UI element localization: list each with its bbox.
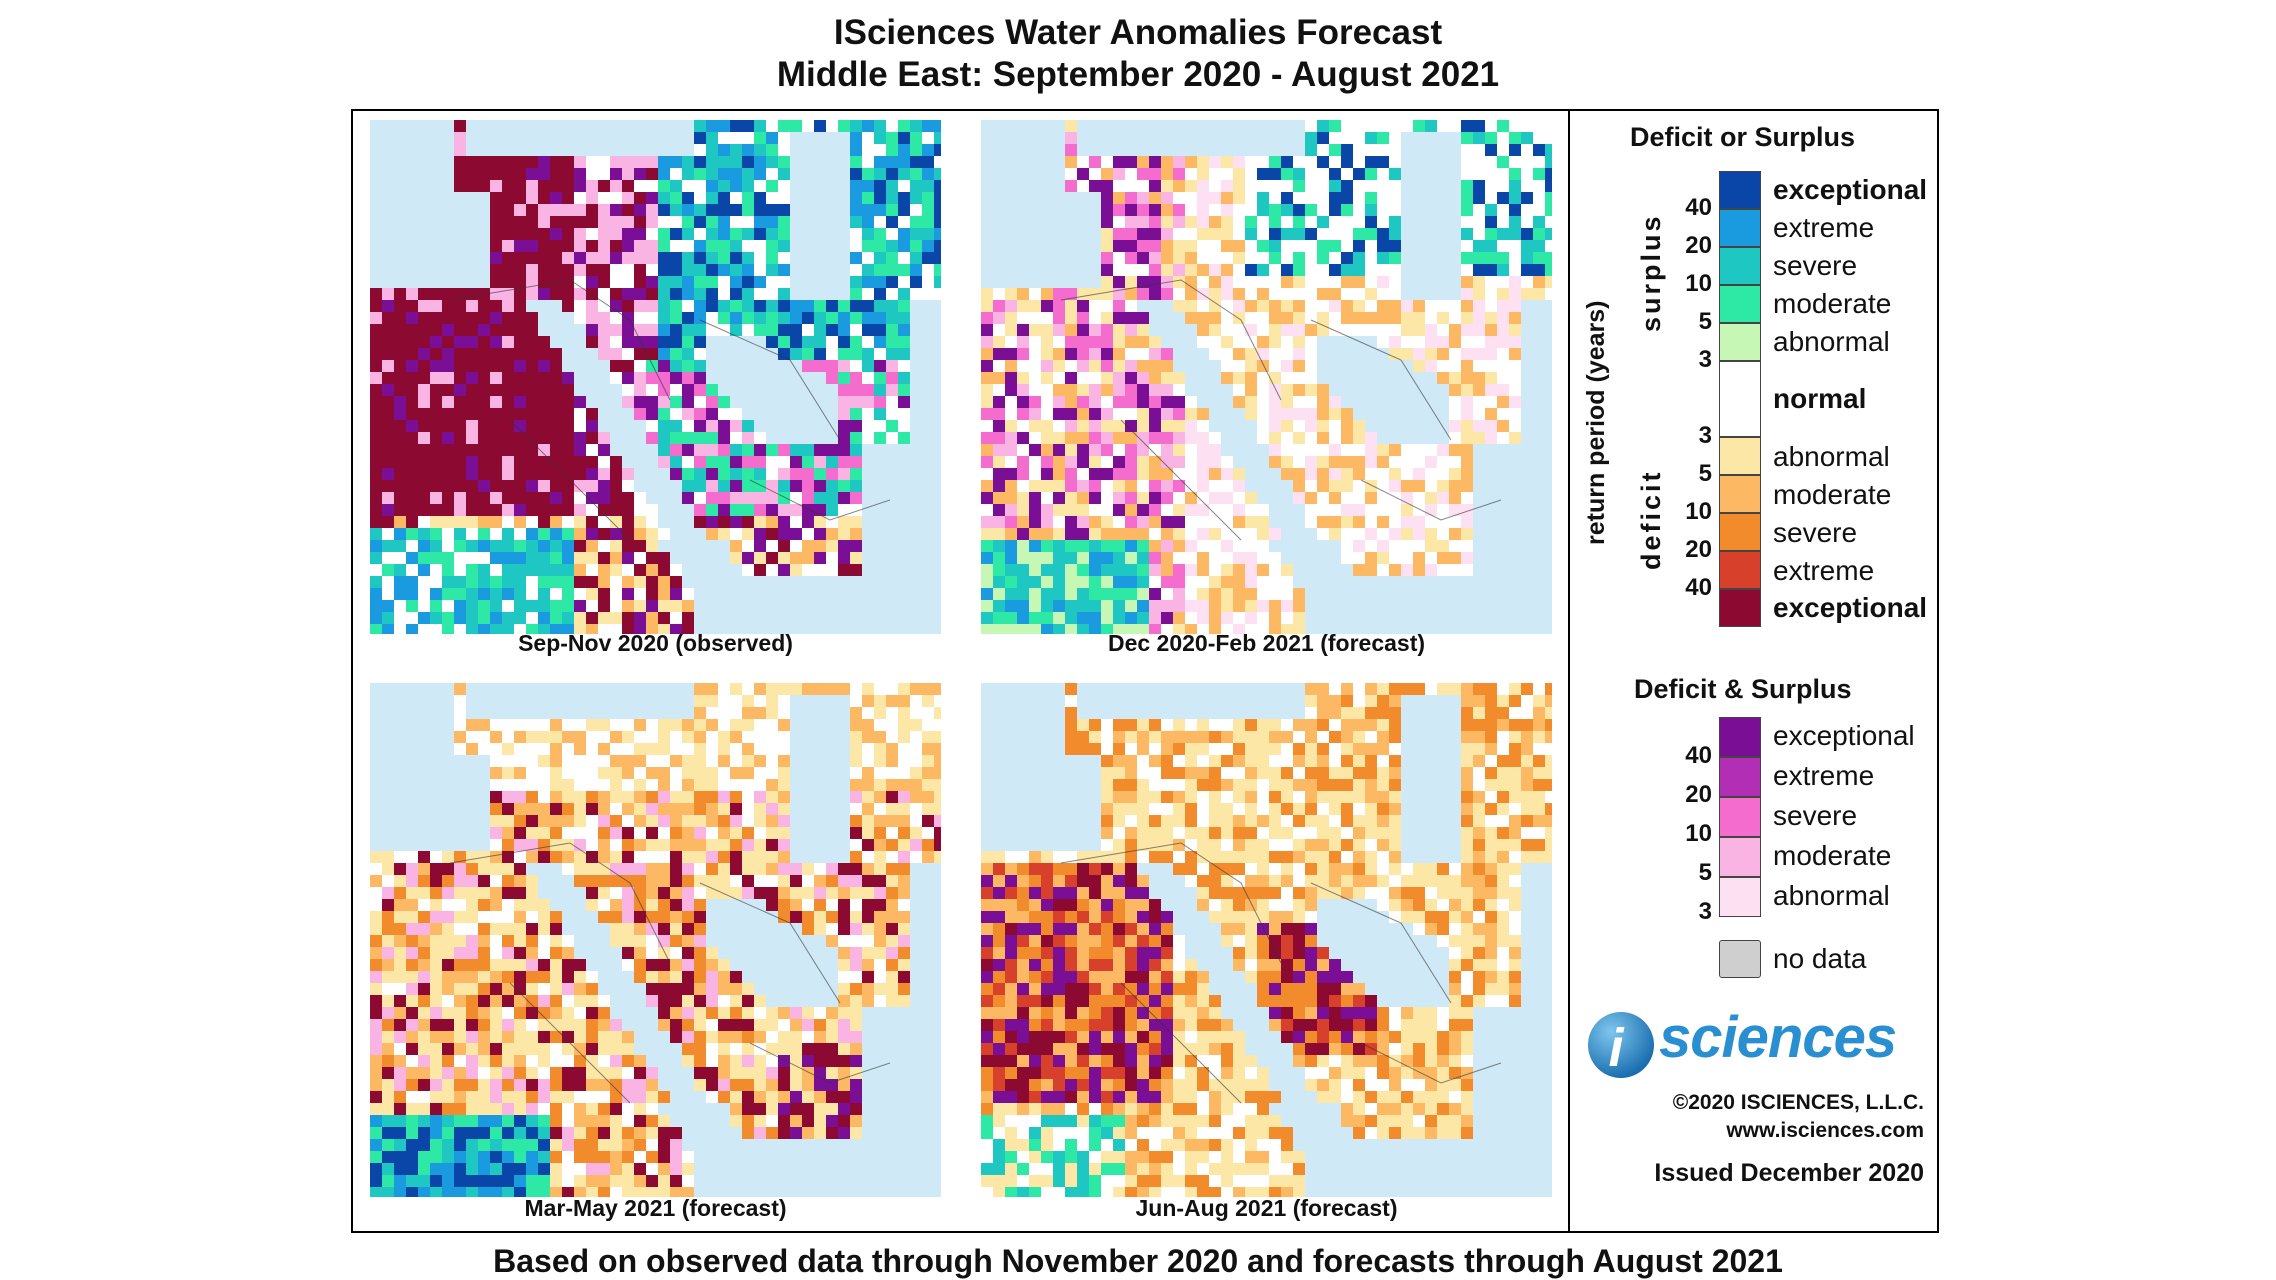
copyright: ©2020 ISCIENCES, L.L.C. bbox=[1672, 1091, 1924, 1114]
label-normal: normal bbox=[1773, 383, 1867, 414]
label-both-moderate: moderate bbox=[1773, 840, 1892, 871]
tick-surplus-5: 5 bbox=[1698, 308, 1712, 335]
tick-deficit-40: 40 bbox=[1685, 574, 1712, 601]
label-no-data: no data bbox=[1773, 943, 1867, 974]
anomaly-raster bbox=[370, 120, 941, 634]
map-dec-feb-2021 bbox=[981, 120, 1552, 634]
label-deficit-exceptional: exceptional bbox=[1773, 592, 1928, 623]
logo-letter: i bbox=[1608, 1018, 1624, 1078]
anomaly-raster bbox=[981, 120, 1552, 634]
swatch-both-abnormal bbox=[1719, 877, 1761, 917]
swatch-surplus-abnormal bbox=[1719, 323, 1761, 361]
label-deficit-abnormal: abnormal bbox=[1773, 441, 1890, 472]
title-line-2: Middle East: September 2020 - August 202… bbox=[776, 55, 1500, 94]
label-deficit-moderate: moderate bbox=[1773, 479, 1892, 510]
tick-deficit-10: 10 bbox=[1685, 498, 1712, 525]
anomaly-raster bbox=[370, 683, 941, 1197]
swatch-deficit-severe bbox=[1719, 513, 1761, 551]
caption-sep-nov-2020: Sep-Nov 2020 (observed) bbox=[518, 630, 793, 656]
issued-date: Issued December 2020 bbox=[1654, 1159, 1924, 1187]
legend-divider bbox=[1568, 109, 1570, 1233]
label-surplus-exceptional: exceptional bbox=[1773, 174, 1928, 205]
caption-jun-aug-2021: Jun-Aug 2021 (forecast) bbox=[1135, 1195, 1398, 1221]
swatch-surplus-moderate bbox=[1719, 285, 1761, 323]
tick-both-40: 40 bbox=[1685, 742, 1712, 769]
tick-deficit-20: 20 bbox=[1685, 536, 1712, 563]
label-both-severe: severe bbox=[1773, 800, 1858, 831]
label-deficit-extreme: extreme bbox=[1773, 555, 1875, 586]
tick-both-20: 20 bbox=[1685, 781, 1712, 808]
tick-surplus-3: 3 bbox=[1698, 346, 1712, 373]
swatch-both-exceptional bbox=[1719, 717, 1761, 757]
label-both-abnormal: abnormal bbox=[1773, 880, 1890, 911]
figure-frame bbox=[351, 109, 1939, 1233]
swatch-no-data bbox=[1719, 940, 1761, 978]
tick-surplus-20: 20 bbox=[1685, 232, 1712, 259]
tick-surplus-10: 10 bbox=[1685, 270, 1712, 297]
anomaly-raster bbox=[981, 683, 1552, 1197]
swatch-surplus-severe bbox=[1719, 247, 1761, 285]
tick-both-5: 5 bbox=[1698, 859, 1712, 886]
isciences-logo-icon: i bbox=[1588, 1012, 1654, 1078]
swatch-both-moderate bbox=[1719, 837, 1761, 877]
swatch-surplus-exceptional bbox=[1719, 171, 1761, 209]
swatch-surplus-extreme bbox=[1719, 209, 1761, 247]
legend-surplus-label: surplus bbox=[1636, 213, 1666, 332]
label-surplus-severe: severe bbox=[1773, 250, 1858, 281]
website: www.isciences.com bbox=[1726, 1119, 1924, 1142]
swatch-deficit-abnormal bbox=[1719, 437, 1761, 475]
tick-both-3: 3 bbox=[1698, 898, 1712, 925]
legend-title-deficit-or-surplus: Deficit or Surplus bbox=[1630, 122, 1856, 152]
swatch-both-extreme bbox=[1719, 757, 1761, 797]
swatch-normal bbox=[1719, 361, 1761, 437]
legend-title-deficit-and-surplus: Deficit & Surplus bbox=[1634, 674, 1852, 704]
label-surplus-extreme: extreme bbox=[1773, 212, 1875, 243]
tick-deficit-3: 3 bbox=[1698, 422, 1712, 449]
label-both-exceptional: exceptional bbox=[1773, 720, 1915, 751]
tick-deficit-5: 5 bbox=[1698, 460, 1712, 487]
label-surplus-moderate: moderate bbox=[1773, 288, 1892, 319]
swatch-both-severe bbox=[1719, 797, 1761, 837]
label-deficit-severe: severe bbox=[1773, 517, 1858, 548]
swatch-deficit-exceptional bbox=[1719, 589, 1761, 627]
caption-dec-feb-2021: Dec 2020-Feb 2021 (forecast) bbox=[1107, 630, 1426, 656]
map-jun-aug-2021 bbox=[981, 683, 1552, 1197]
caption-mar-may-2021: Mar-May 2021 (forecast) bbox=[524, 1195, 787, 1221]
label-surplus-abnormal: abnormal bbox=[1773, 326, 1890, 357]
tick-surplus-40: 40 bbox=[1685, 194, 1712, 221]
legend-axis-label: return period (years) bbox=[1582, 300, 1610, 545]
swatch-deficit-moderate bbox=[1719, 475, 1761, 513]
label-both-extreme: extreme bbox=[1773, 760, 1875, 791]
title-line-1: ISciences Water Anomalies Forecast bbox=[833, 13, 1443, 52]
map-sep-nov-2020 bbox=[370, 120, 941, 634]
logo-wordmark: sciences bbox=[1659, 1005, 1897, 1070]
footer-note: Based on observed data through November … bbox=[493, 1243, 1783, 1279]
legend-deficit-label: deficit bbox=[1636, 469, 1666, 570]
swatch-deficit-extreme bbox=[1719, 551, 1761, 589]
tick-both-10: 10 bbox=[1685, 820, 1712, 847]
map-mar-may-2021 bbox=[370, 683, 941, 1197]
